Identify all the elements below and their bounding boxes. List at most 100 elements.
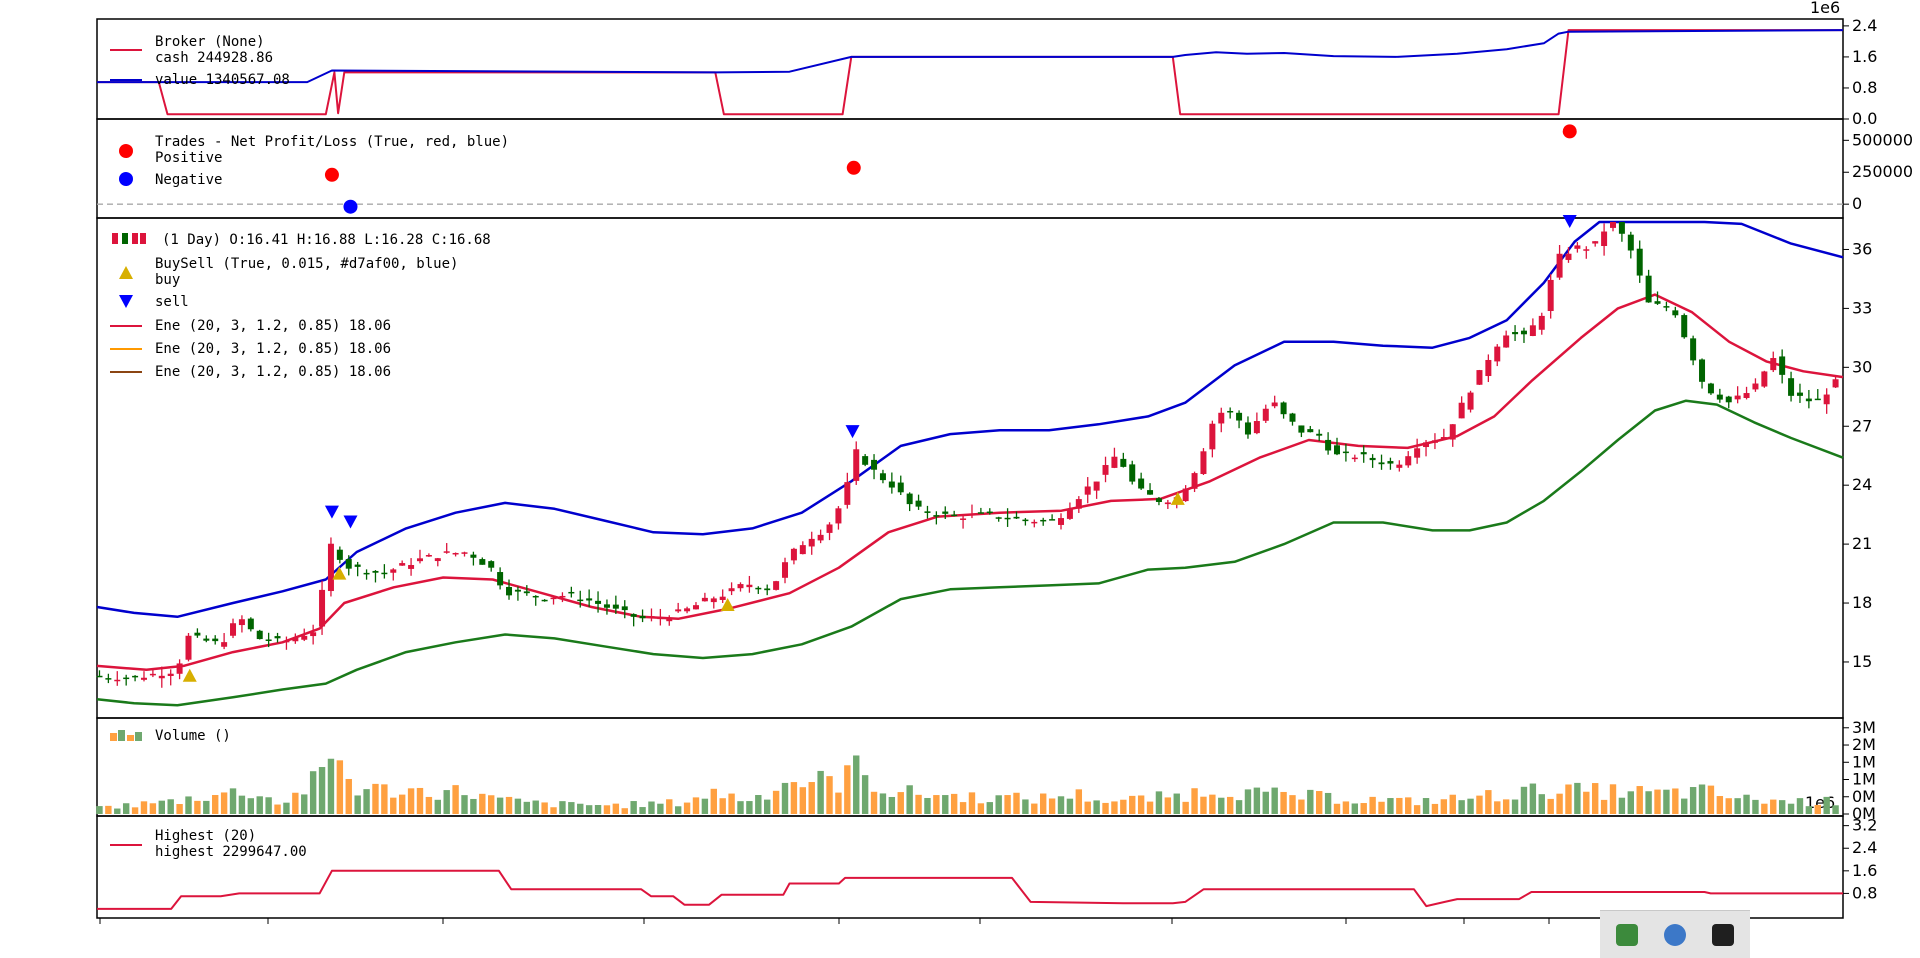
candle-body (1075, 499, 1082, 509)
candle-body (675, 609, 682, 612)
candle-body (808, 538, 815, 547)
volume-bar (158, 800, 165, 814)
volume-bar (1209, 794, 1216, 814)
trade-negative-point (343, 199, 358, 214)
volume-bar (666, 799, 673, 814)
candle-body (408, 565, 415, 569)
candle-body (1307, 429, 1314, 433)
candle-body (879, 473, 886, 481)
volume-bar (968, 792, 976, 814)
legend-volume-mini (135, 732, 142, 741)
volume-bar (1796, 798, 1804, 814)
volume-bar (568, 802, 575, 814)
ytick-label-highest: 3.2 (1852, 816, 1877, 835)
volume-bar (114, 808, 121, 814)
price-plot-area (96, 220, 1844, 707)
ytick-label-price: 21 (1852, 534, 1872, 553)
volume-bar (728, 793, 735, 814)
volume-bar (1689, 787, 1697, 814)
volume-bar (1529, 783, 1537, 814)
volume-bar (826, 776, 833, 814)
ytick-label-price: 36 (1852, 239, 1872, 258)
volume-bar (639, 807, 646, 814)
candle-body (1743, 393, 1750, 398)
candle-body (684, 608, 691, 612)
volume-bar (1636, 786, 1643, 814)
candle-body (1013, 516, 1020, 519)
candle-body (461, 552, 468, 554)
volume-bar (488, 795, 495, 814)
ytick-label-volume: 1M (1852, 770, 1876, 789)
ytick-label-highest: 1.6 (1852, 861, 1877, 880)
volume-bar (559, 801, 566, 814)
volume-bar (1075, 789, 1083, 814)
ytick-label-highest: 2.4 (1852, 838, 1877, 857)
volume-bar (1360, 803, 1367, 814)
candle-body (906, 493, 913, 505)
candle-body (817, 534, 824, 541)
volume-bar (977, 803, 985, 814)
candle-body (1049, 519, 1056, 521)
volume-bar (781, 782, 789, 814)
volume-bar (220, 792, 228, 814)
candle-body (514, 589, 521, 592)
volume-bar (1387, 798, 1394, 814)
candle-body (577, 599, 584, 602)
legend-swatch-buy (119, 266, 133, 279)
volume-bar (479, 793, 486, 814)
candle-body (1538, 315, 1545, 330)
volume-bar (212, 795, 219, 814)
volume-bar (1743, 794, 1750, 814)
candle-body (1431, 440, 1438, 443)
store-icon[interactable] (1616, 924, 1638, 946)
volume-bar (621, 808, 628, 814)
volume-bar (398, 794, 406, 814)
candle-body (897, 482, 904, 493)
volume-bar (452, 785, 459, 814)
volume-bar (1814, 804, 1821, 814)
candle-body (1752, 383, 1759, 390)
candle-body (1796, 392, 1803, 396)
volume-bar (1422, 798, 1430, 814)
candle-body (692, 605, 699, 610)
volume-bar (1511, 799, 1519, 814)
candle-body (336, 549, 343, 560)
volume-bar (1618, 797, 1626, 814)
candle-body (835, 508, 842, 524)
ytick-label-broker: 2.4 (1852, 16, 1877, 35)
candle-body (1262, 408, 1269, 421)
volume-bar (1031, 803, 1038, 814)
volume-bar (550, 807, 557, 814)
candle-body (390, 569, 397, 573)
volume-bar (1307, 789, 1314, 814)
volume-bar (1333, 803, 1341, 814)
candle-body (1423, 442, 1430, 448)
candle-body (1823, 394, 1830, 405)
volume-bar (1262, 791, 1269, 814)
volume-bar (149, 803, 157, 814)
legend-broker-value: value 1340567.08 (155, 72, 290, 88)
candle-body (1494, 346, 1501, 362)
volume-bar (844, 765, 851, 814)
network-icon[interactable] (1664, 924, 1686, 946)
volume-bar (1752, 799, 1759, 814)
legend-volume-mini (110, 733, 117, 741)
volume-bar (1494, 801, 1501, 814)
candle-body (1592, 241, 1599, 244)
ytick-label-broker: 1.6 (1852, 47, 1877, 66)
volume-bar (995, 795, 1002, 814)
volume-bar (612, 803, 620, 814)
candle-body (1102, 465, 1109, 475)
candle-body (256, 630, 263, 640)
candle-body (1244, 422, 1251, 435)
volume-bar (835, 792, 842, 814)
candle-body (1360, 452, 1367, 455)
volume-bar (425, 796, 433, 814)
panel-frame-broker (96, 18, 1844, 120)
volume-bar (203, 800, 210, 814)
volume-bar (390, 797, 397, 814)
sell-marker (343, 515, 358, 529)
candle-body (630, 614, 637, 617)
candle-body (826, 524, 833, 533)
security-shield-icon[interactable] (1712, 924, 1734, 946)
